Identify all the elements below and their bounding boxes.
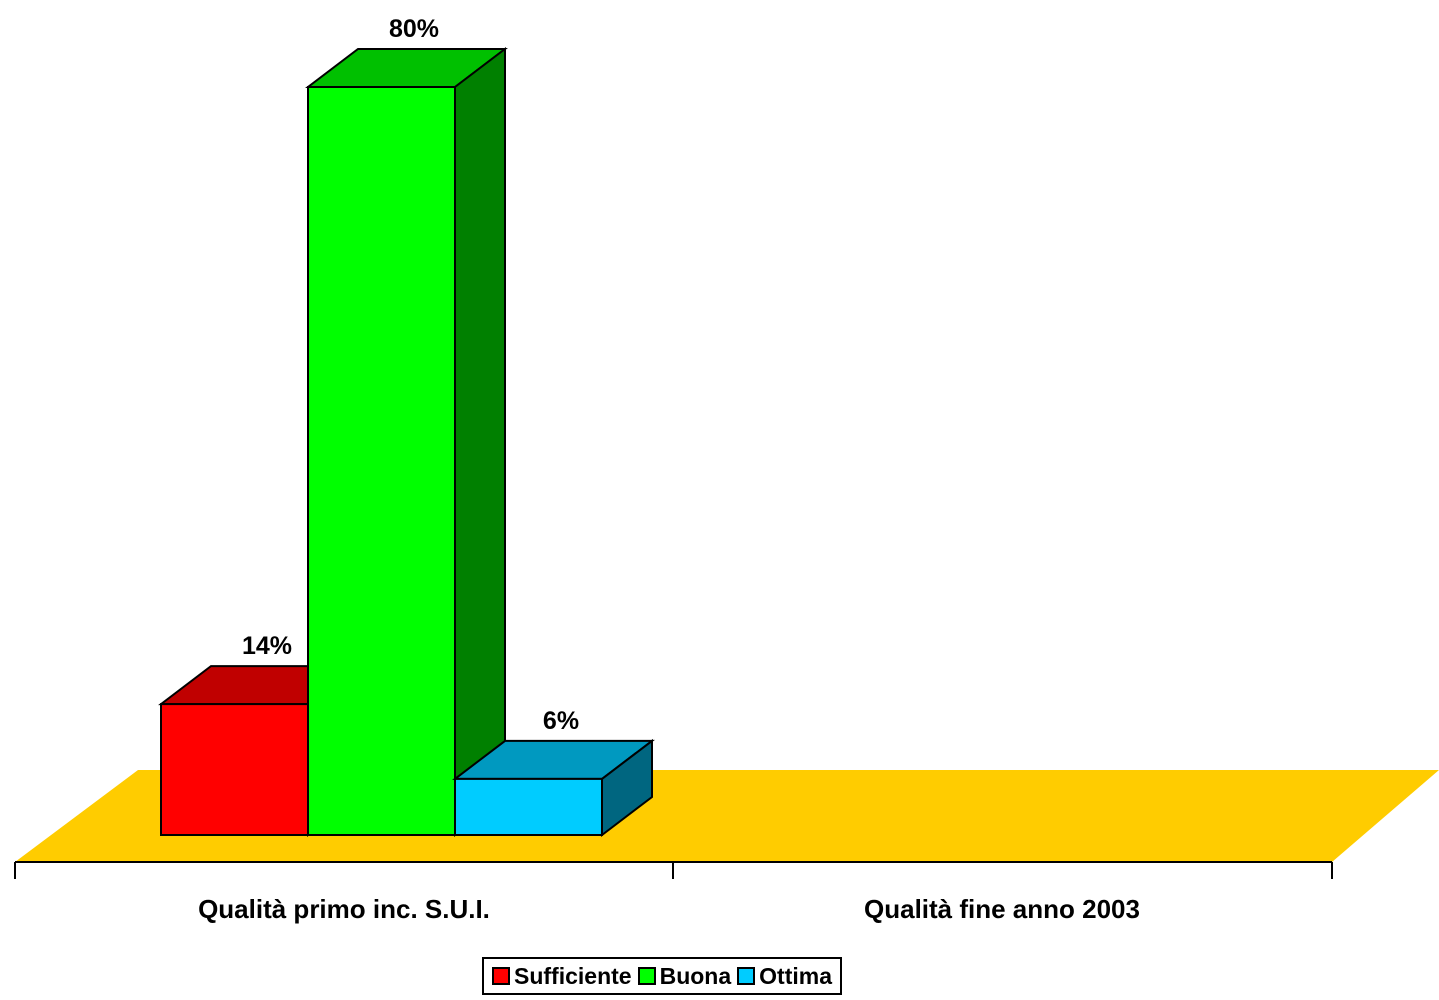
legend-swatch-ottima: [737, 967, 756, 985]
legend-item-buona: Buona: [637, 962, 732, 990]
legend-item-ottima: Ottima: [737, 963, 832, 990]
category-label-1: Qualità fine anno 2003: [864, 894, 1140, 924]
bar-sufficiente-0: [160, 703, 309, 836]
bar-side-buona-0: [454, 46, 506, 838]
legend-swatch-sufficiente: [492, 967, 510, 985]
legend-label-ottima: Ottima: [759, 962, 832, 989]
legend-swatch-buona: [637, 967, 656, 985]
legend: Sufficiente Buona Ottima: [482, 957, 842, 995]
axis-group: Qualità primo inc. S.U.I. Qualità fine a…: [14, 861, 1333, 924]
legend-label-buona: Buona: [659, 962, 732, 989]
bars-group: 14% 80% 6%: [158, 15, 655, 838]
bar-ottima-0: [454, 777, 603, 837]
category-label-0: Qualità primo inc. S.U.I.: [198, 894, 490, 924]
data-label-ottima-0: 6%: [543, 707, 579, 735]
bar-buona-0: [307, 86, 456, 836]
data-label-buona-0: 80%: [389, 15, 439, 43]
legend-label-sufficiente: Sufficiente: [514, 962, 632, 989]
legend-item-sufficiente: Sufficiente: [492, 963, 632, 990]
data-label-sufficiente-0: 14%: [242, 632, 292, 660]
